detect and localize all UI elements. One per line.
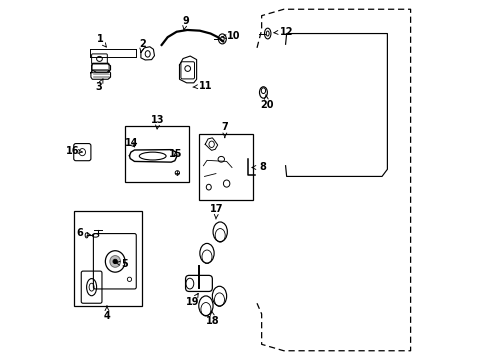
Text: 15: 15 <box>169 149 183 159</box>
Text: 19: 19 <box>185 293 199 307</box>
Text: 11: 11 <box>192 81 211 91</box>
Bar <box>74 211 142 306</box>
Text: 16: 16 <box>65 146 82 156</box>
Bar <box>199 134 252 200</box>
Text: 18: 18 <box>206 311 220 326</box>
Text: 2: 2 <box>139 39 146 52</box>
Text: 3: 3 <box>95 79 103 92</box>
Text: 9: 9 <box>182 16 188 30</box>
Text: 17: 17 <box>209 203 223 219</box>
Text: 1: 1 <box>96 34 106 47</box>
Bar <box>124 126 189 182</box>
Ellipse shape <box>113 259 117 264</box>
Text: 14: 14 <box>124 138 138 148</box>
Text: 6: 6 <box>77 228 90 238</box>
Ellipse shape <box>110 256 121 267</box>
Text: 20: 20 <box>259 94 273 110</box>
Text: 13: 13 <box>151 115 164 129</box>
Text: 4: 4 <box>103 306 110 321</box>
Text: 5: 5 <box>116 259 128 269</box>
Text: 7: 7 <box>221 122 228 138</box>
Text: 8: 8 <box>251 162 265 172</box>
Text: 10: 10 <box>221 31 240 41</box>
Text: 12: 12 <box>273 27 293 37</box>
